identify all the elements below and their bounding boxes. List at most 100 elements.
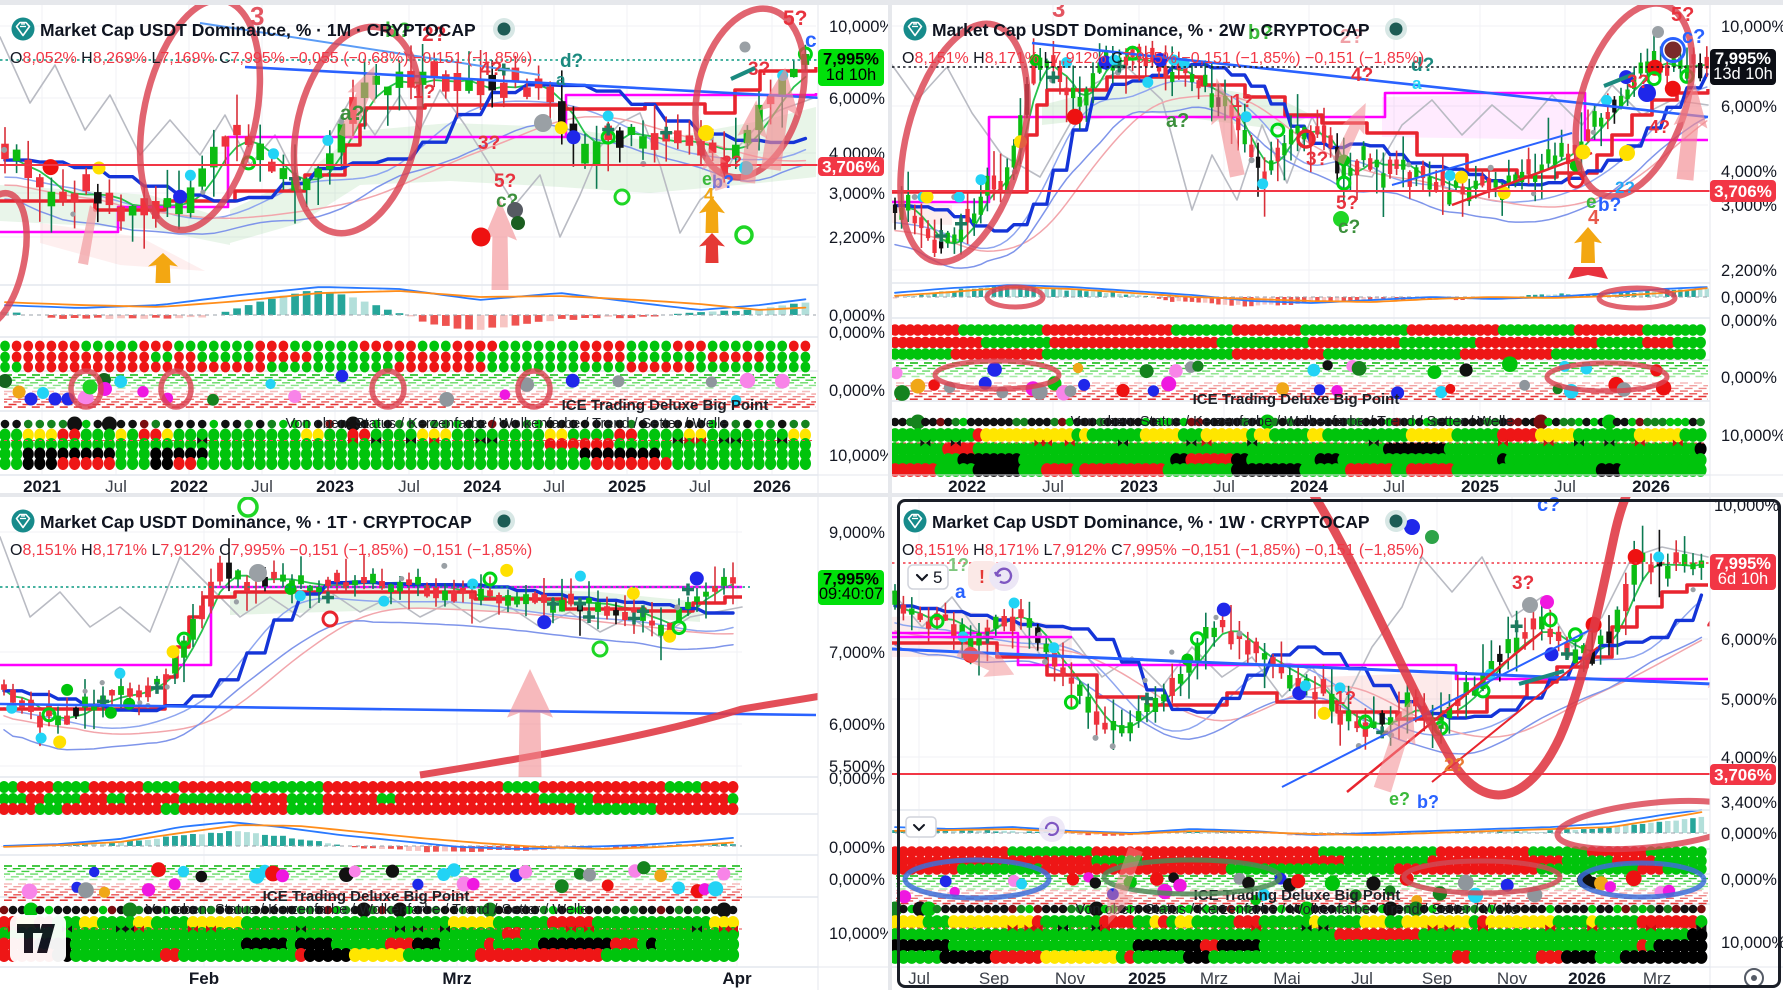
svg-text:7,995%: 7,995% bbox=[823, 571, 879, 589]
svg-text:6,000%: 6,000% bbox=[829, 716, 885, 734]
svg-text:10,000%: 10,000% bbox=[829, 925, 891, 943]
svg-text:Sep: Sep bbox=[979, 969, 1009, 988]
svg-text:Jul: Jul bbox=[105, 477, 127, 496]
svg-text:3?: 3? bbox=[1512, 573, 1534, 594]
svg-text:10,000%: 10,000% bbox=[1714, 497, 1779, 515]
svg-text:4: 4 bbox=[704, 185, 714, 205]
svg-text:5,500%: 5,500% bbox=[829, 758, 885, 776]
svg-text:b?: b? bbox=[385, 19, 411, 42]
svg-text:Mrz: Mrz bbox=[442, 969, 471, 988]
svg-text:1?: 1? bbox=[1335, 688, 1356, 708]
svg-text:0,000%: 0,000% bbox=[1721, 825, 1777, 843]
svg-text:Von oben: Status / Kerzenfarbe: Von oben: Status / Kerzenfarbe / Wolkenf… bbox=[146, 902, 589, 918]
svg-text:10,000%: 10,000% bbox=[1721, 427, 1783, 445]
svg-text:Market Cap USDT Dominance, % ·: Market Cap USDT Dominance, % · 2W · CRYP… bbox=[932, 20, 1370, 40]
svg-text:e: e bbox=[702, 169, 712, 189]
svg-text:3,706%: 3,706% bbox=[822, 158, 880, 177]
svg-text:0,000%: 0,000% bbox=[829, 324, 885, 342]
svg-text:3?: 3? bbox=[1627, 72, 1649, 93]
svg-text:10,000%: 10,000% bbox=[829, 18, 891, 36]
svg-text:2?: 2? bbox=[1340, 26, 1363, 48]
svg-text:4?: 4? bbox=[1351, 65, 1373, 86]
svg-text:2025: 2025 bbox=[1128, 969, 1166, 988]
svg-text:a: a bbox=[955, 582, 966, 603]
svg-text:6,000%: 6,000% bbox=[1721, 631, 1777, 649]
svg-text:2026: 2026 bbox=[1632, 477, 1670, 496]
svg-text:7,995%: 7,995% bbox=[1715, 50, 1771, 68]
svg-text:5?: 5? bbox=[1671, 5, 1694, 26]
svg-text:2024: 2024 bbox=[463, 477, 501, 496]
svg-text:0,000%: 0,000% bbox=[829, 839, 885, 857]
svg-text:13d 10h: 13d 10h bbox=[1713, 65, 1773, 83]
svg-text:2026: 2026 bbox=[753, 477, 791, 496]
svg-text:a: a bbox=[1412, 74, 1422, 93]
svg-text:2,200%: 2,200% bbox=[1721, 262, 1777, 280]
svg-text:ICE Trading Deluxe Big Point: ICE Trading Deluxe Big Point bbox=[1193, 391, 1400, 408]
svg-text:0,000%: 0,000% bbox=[829, 871, 885, 889]
svg-text:10,000%: 10,000% bbox=[1721, 934, 1783, 952]
svg-text:3,400%: 3,400% bbox=[1721, 794, 1777, 812]
svg-text:O8,151% H8,171% L7,912% C7,995: O8,151% H8,171% L7,912% C7,995% −0,151 (… bbox=[902, 50, 1424, 67]
svg-text:ICE Trading Deluxe Big Point: ICE Trading Deluxe Big Point bbox=[263, 888, 470, 905]
svg-text:4,000%: 4,000% bbox=[1721, 749, 1777, 767]
svg-text:7,000%: 7,000% bbox=[829, 644, 885, 662]
svg-text:7,995%: 7,995% bbox=[823, 51, 879, 69]
svg-text:7,995%: 7,995% bbox=[1715, 555, 1771, 573]
svg-text:3?: 3? bbox=[478, 133, 500, 154]
svg-text:Von oben: Status / Kerzenfarbe: Von oben: Status / Kerzenfarbe / Wolkenf… bbox=[286, 416, 729, 432]
svg-text:5?: 5? bbox=[494, 171, 516, 192]
svg-text:c?: c? bbox=[1537, 497, 1560, 516]
svg-text:5?: 5? bbox=[783, 7, 808, 30]
svg-text:2?: 2? bbox=[722, 152, 742, 171]
svg-text:6,000%: 6,000% bbox=[1721, 98, 1777, 116]
svg-text:4?: 4? bbox=[480, 59, 502, 80]
svg-text:Sep: Sep bbox=[1422, 969, 1452, 988]
svg-text:1?: 1? bbox=[1232, 91, 1253, 111]
svg-text:a?: a? bbox=[340, 102, 365, 125]
svg-text:0,000%: 0,000% bbox=[1721, 871, 1777, 889]
svg-text:!: ! bbox=[979, 567, 985, 587]
svg-text:c?: c? bbox=[1682, 26, 1705, 48]
svg-text:0,000%: 0,000% bbox=[1721, 369, 1777, 387]
svg-text:Nov: Nov bbox=[1497, 969, 1528, 988]
svg-text:Nov: Nov bbox=[1055, 969, 1086, 988]
svg-text:3,706%: 3,706% bbox=[1714, 182, 1772, 201]
svg-text:2?: 2? bbox=[422, 23, 447, 46]
svg-text:Jul: Jul bbox=[1554, 477, 1576, 496]
svg-text:a?: a? bbox=[1166, 110, 1189, 132]
svg-text:5,000%: 5,000% bbox=[1721, 691, 1777, 709]
svg-text:6d 10h: 6d 10h bbox=[1718, 570, 1768, 588]
svg-text:Market Cap USDT Dominance, % ·: Market Cap USDT Dominance, % · 1T · CRYP… bbox=[40, 512, 472, 532]
svg-text:1?: 1? bbox=[413, 82, 435, 103]
svg-text:9,000%: 9,000% bbox=[829, 524, 885, 542]
svg-text:b?: b? bbox=[1248, 22, 1272, 44]
svg-text:ICE Trading Deluxe Big Point: ICE Trading Deluxe Big Point bbox=[562, 397, 769, 414]
svg-text:d?: d? bbox=[1411, 55, 1434, 76]
svg-text:Mai: Mai bbox=[1273, 969, 1300, 988]
svg-text:2023: 2023 bbox=[316, 477, 354, 496]
svg-text:0,000%: 0,000% bbox=[829, 307, 885, 325]
svg-text:3?: 3? bbox=[748, 59, 770, 80]
svg-text:3: 3 bbox=[1052, 5, 1065, 23]
svg-text:6,000%: 6,000% bbox=[829, 90, 885, 108]
svg-text:Jul: Jul bbox=[689, 477, 711, 496]
svg-text:3?: 3? bbox=[1306, 149, 1328, 170]
svg-text:2?: 2? bbox=[1615, 178, 1635, 197]
svg-text:O8,151% H8,171% L7,912% C7,995: O8,151% H8,171% L7,912% C7,995% −0,151 (… bbox=[10, 542, 532, 559]
svg-text:2021: 2021 bbox=[23, 477, 61, 496]
svg-text:Jul: Jul bbox=[1213, 477, 1235, 496]
svg-text:09:40:07: 09:40:07 bbox=[819, 585, 883, 603]
svg-text:10,000%: 10,000% bbox=[1721, 18, 1783, 36]
svg-text:Market Cap USDT Dominance, % ·: Market Cap USDT Dominance, % · 1M · CRYP… bbox=[40, 20, 476, 40]
svg-text:2024: 2024 bbox=[1290, 477, 1328, 496]
svg-text:b?: b? bbox=[1417, 792, 1439, 812]
svg-text:4,000%: 4,000% bbox=[1721, 163, 1777, 181]
svg-text:Von oben: Status / Kerzenfarbe: Von oben: Status / Kerzenfarbe / Wolkenf… bbox=[1071, 414, 1514, 430]
svg-text:2022: 2022 bbox=[948, 477, 986, 496]
svg-text:2022: 2022 bbox=[170, 477, 208, 496]
svg-text:3: 3 bbox=[250, 5, 264, 31]
svg-text:5?: 5? bbox=[1336, 193, 1358, 214]
svg-text:0,000%: 0,000% bbox=[1721, 289, 1777, 307]
svg-text:0,000%: 0,000% bbox=[829, 770, 885, 788]
svg-text:4: 4 bbox=[1588, 207, 1600, 229]
